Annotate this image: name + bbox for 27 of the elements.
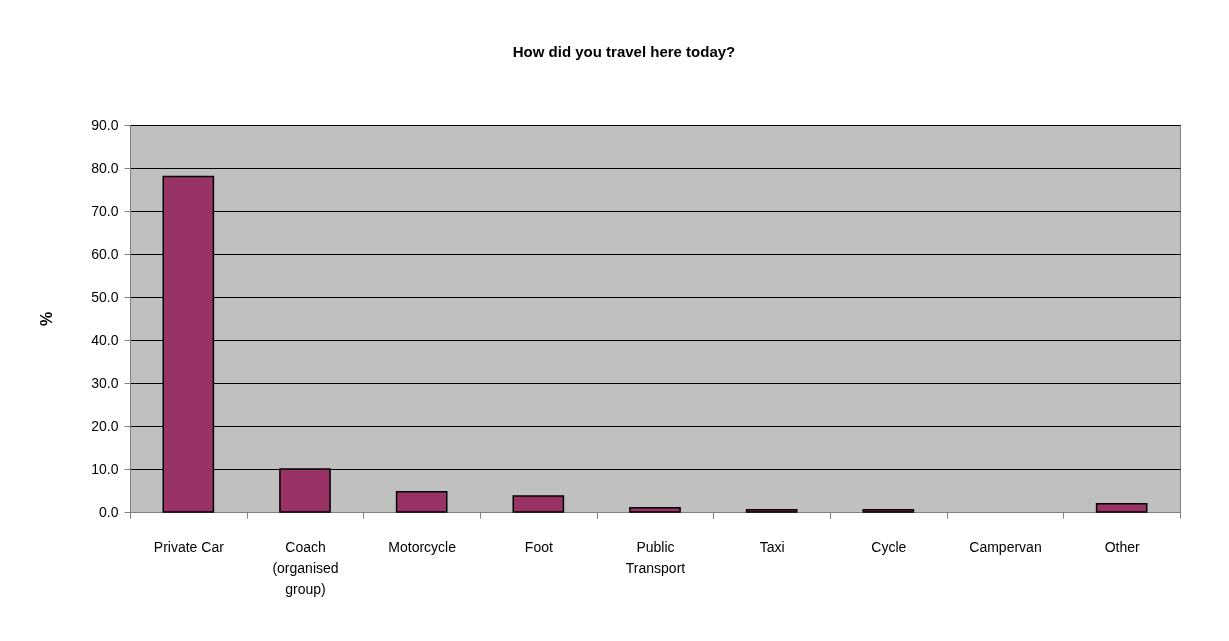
x-tick-label: Motorcycle — [388, 538, 457, 555]
bar — [512, 495, 565, 513]
y-tick-label: 0.0 — [99, 503, 119, 520]
y-tick-label: 70.0 — [91, 202, 119, 219]
bar — [395, 491, 448, 513]
y-tick-label: 50.0 — [91, 288, 119, 305]
x-tick-label: Cycle — [871, 538, 907, 555]
x-tick-label: Other — [1104, 538, 1141, 555]
bar — [745, 509, 798, 513]
x-tick-label: Taxi — [759, 538, 785, 555]
x-tick-label: Public Transport — [625, 538, 686, 576]
chart-title: How did you travel here today? — [512, 43, 736, 60]
bar — [629, 506, 681, 513]
bar — [862, 509, 915, 513]
x-tick-label: Campervan — [969, 538, 1042, 555]
y-tick-label: 60.0 — [91, 245, 119, 262]
y-tick-label: 30.0 — [91, 374, 119, 391]
y-tick-label: 40.0 — [91, 331, 119, 348]
bar — [1095, 503, 1148, 513]
x-tick-label: Foot — [524, 538, 553, 555]
y-axis-title: % — [38, 311, 56, 327]
y-tick-label: 20.0 — [91, 417, 119, 434]
y-tick-label: 90.0 — [91, 116, 119, 133]
y-tick-label: 10.0 — [91, 460, 119, 477]
x-tick-label: Coach (organised group) — [272, 538, 339, 597]
y-tick-label: 80.0 — [91, 159, 119, 176]
x-tick-label: Private Car — [153, 538, 225, 555]
